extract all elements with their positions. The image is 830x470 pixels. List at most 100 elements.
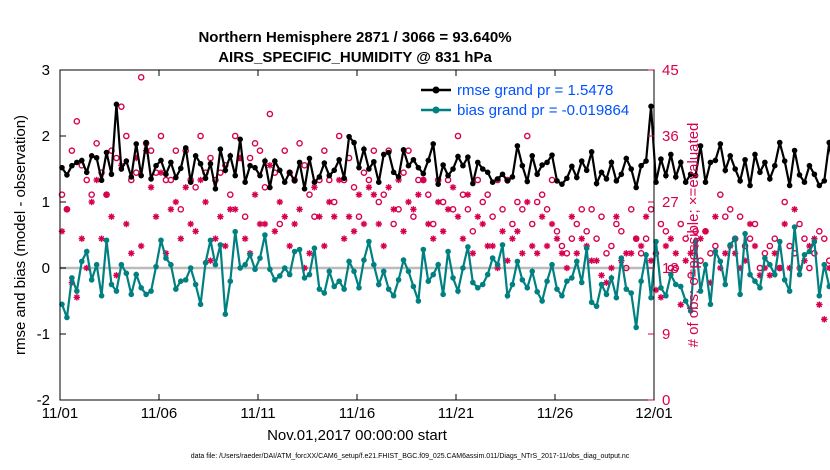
bias-point [821,261,828,268]
obs-possible-marker [519,206,526,213]
obs-possible-marker [266,110,274,118]
rmse-point [816,182,823,189]
obs-evaluated-marker [603,279,610,286]
bias-point [470,279,476,286]
obs-evaluated-marker [380,242,387,250]
bias-point [336,278,342,285]
rmse-point [143,139,149,146]
obs-possible-marker [801,235,808,242]
rmse-point [474,159,481,166]
bias-point [677,283,684,290]
bias-point [613,294,620,301]
bias-point [311,245,318,251]
obs-evaluated-stroke [291,221,298,227]
bias-point [781,277,788,283]
obs-evaluated-marker [212,235,219,242]
obs-evaluated-stroke [603,279,610,286]
y-tick-label-left: -1 [37,326,50,343]
obs-possible-marker [400,169,407,176]
rmse-point [752,151,758,158]
obs-evaluated-stroke [380,243,387,249]
rmse-point [435,181,441,187]
rmse-point [687,171,694,178]
obs-evaluated-marker [172,198,180,206]
bias-point [177,278,184,285]
obs-evaluated-marker [261,220,269,228]
rmse-point [776,139,783,146]
bias-point [504,292,511,299]
rmse-point [380,151,387,158]
plot-area [60,70,654,400]
bias-point [450,275,456,281]
rmse-point [163,171,169,178]
rmse-point [786,182,793,189]
obs-evaluated-marker [776,264,783,272]
rmse-point [257,172,263,179]
rmse-point [192,153,199,159]
rmse-point [707,159,714,166]
bias-point [326,268,333,275]
bias-point [816,292,823,299]
obs-evaluated-marker [152,213,160,220]
bias-point [88,277,95,283]
obs-possible-marker [816,228,823,235]
bias-point [356,285,362,291]
bias-point [257,255,263,261]
bias-point [796,271,803,278]
obs-evaluated-marker [697,235,704,242]
obs-evaluated-marker [420,176,427,184]
rmse-point [207,160,214,167]
rmse-point [455,153,461,160]
obs-evaluated-stroke [791,206,798,213]
y-axis-label-right: # of obs: o=possible; ×=evaluated [685,123,702,348]
obs-evaluated-marker [538,213,546,220]
bias-point [534,288,540,295]
rmse-point [509,174,516,180]
rmse-point [514,143,521,149]
obs-evaluated-stroke [242,235,248,242]
x-axis-label: Nov.01,2017 00:00:00 start [267,427,448,444]
bias-point [420,246,427,253]
rmse-point [93,154,100,161]
y-tick-label-right: 36 [662,128,679,145]
bias-point [668,271,674,278]
bias-point [400,257,407,263]
obs-evaluated-stroke [187,221,194,227]
obs-possible-marker [627,206,635,213]
obs-evaluated-marker [751,242,759,250]
obs-evaluated-stroke [168,206,174,213]
rmse-point [247,162,253,169]
rmse-point [88,153,95,159]
obs-evaluated-stroke [479,221,486,227]
obs-evaluated-marker [207,257,214,264]
legend-rmse-marker [432,86,440,94]
bias-point [524,285,531,291]
obs-possible-marker [281,147,289,154]
bias-point [197,301,204,308]
rmse-point [489,179,496,185]
bias-point [351,268,357,275]
rmse-point [638,162,644,169]
obs-evaluated-marker [281,213,288,220]
obs-evaluated-stroke [514,228,521,235]
rmse-point [564,175,570,182]
obs-evaluated-stroke [474,213,481,220]
bias-point [182,277,189,283]
obs-evaluated-stroke [232,206,239,213]
obs-evaluated-stroke [470,250,476,257]
rmse-point [232,172,239,179]
obs-evaluated-marker [657,294,665,301]
rmse-point [316,174,323,180]
bias-point [153,263,159,270]
rmse-point [128,174,135,180]
obs-evaluated-marker [598,272,605,279]
rmse-point [608,159,615,166]
bias-point [484,271,491,278]
obs-possible-marker [410,213,417,220]
rmse-point [727,153,734,159]
obs-evaluated-stroke [747,221,753,227]
bias-point [573,258,580,265]
obs-possible-marker [583,228,590,235]
bias-point [331,283,338,290]
